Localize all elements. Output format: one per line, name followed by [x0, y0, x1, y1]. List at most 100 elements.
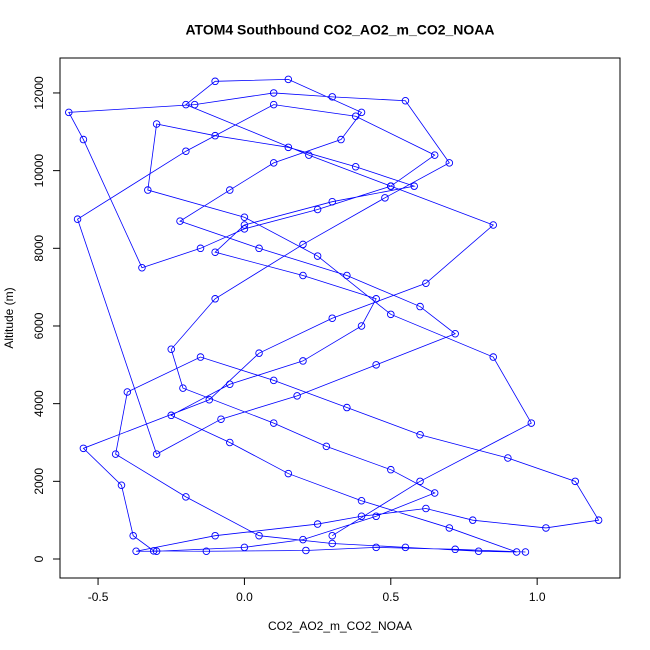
point	[372, 543, 380, 552]
point	[293, 392, 301, 400]
point	[144, 186, 152, 194]
point	[226, 186, 234, 194]
point	[284, 143, 293, 152]
point	[284, 75, 293, 84]
y-tick-label: 0	[32, 555, 46, 562]
point	[357, 322, 366, 330]
y-tick-label: 12000	[32, 76, 46, 110]
point	[445, 159, 454, 167]
point	[240, 213, 249, 221]
point	[269, 89, 278, 97]
point	[138, 263, 146, 272]
x-tick-label: 0.0	[236, 590, 253, 604]
point	[357, 497, 366, 505]
y-tick-label: 4000	[32, 390, 46, 417]
point	[73, 215, 82, 223]
point	[504, 454, 512, 462]
x-tick-label: -0.5	[88, 590, 109, 604]
point	[469, 516, 477, 524]
point	[211, 248, 219, 256]
point	[179, 384, 187, 392]
point	[445, 524, 454, 532]
point	[269, 159, 278, 167]
point	[226, 438, 234, 447]
point	[226, 380, 234, 388]
point	[372, 361, 380, 369]
point	[149, 547, 158, 555]
point	[416, 477, 424, 486]
point	[328, 197, 336, 206]
point	[328, 539, 336, 548]
point	[167, 345, 175, 354]
y-tick-label: 8000	[32, 235, 46, 262]
point	[401, 543, 410, 552]
point	[416, 302, 424, 311]
point	[451, 329, 459, 338]
point	[196, 353, 205, 361]
point	[152, 450, 161, 458]
point	[182, 493, 190, 501]
point	[343, 403, 351, 412]
point	[474, 547, 483, 555]
point	[401, 96, 410, 105]
point	[240, 221, 249, 229]
point	[269, 376, 278, 385]
point	[211, 131, 219, 140]
point	[123, 388, 132, 396]
point	[337, 135, 345, 144]
y-axis-label: Altitude (m)	[2, 287, 16, 348]
point	[542, 524, 550, 532]
point	[410, 182, 418, 190]
point	[313, 205, 322, 214]
y-tick-label: 10000	[32, 154, 46, 188]
point	[422, 504, 430, 513]
point	[313, 520, 322, 528]
point	[351, 112, 360, 121]
point	[357, 512, 366, 521]
point	[357, 108, 366, 117]
point	[176, 217, 184, 225]
point	[451, 545, 459, 554]
plot-frame	[59, 57, 621, 579]
point	[129, 531, 137, 540]
point	[430, 489, 439, 497]
point	[322, 442, 331, 451]
point	[328, 314, 336, 322]
point	[255, 349, 263, 357]
point	[299, 357, 307, 365]
point	[328, 531, 336, 540]
point	[328, 93, 336, 101]
point	[182, 100, 190, 109]
x-tick-label: 1.0	[529, 590, 546, 604]
point	[79, 444, 88, 453]
point	[79, 135, 88, 144]
point	[489, 221, 497, 229]
point	[372, 295, 380, 303]
point	[152, 547, 161, 555]
point	[117, 481, 126, 489]
y-tick-label: 6000	[32, 312, 46, 339]
point	[594, 516, 603, 524]
y-tick-label: 2000	[32, 468, 46, 495]
chart-title: ATOM4 Southbound CO2_AO2_m_CO2_NOAA	[185, 22, 494, 38]
point	[240, 225, 249, 233]
point	[387, 182, 395, 190]
point	[387, 465, 395, 474]
point	[217, 415, 225, 423]
point	[305, 151, 313, 159]
point	[152, 120, 161, 128]
point	[205, 396, 214, 404]
point	[343, 271, 351, 280]
x-axis-label: CO2_AO2_m_CO2_NOAA	[268, 619, 412, 633]
point	[255, 531, 263, 540]
point	[167, 411, 175, 420]
point	[255, 244, 263, 253]
point	[302, 546, 310, 555]
point	[190, 100, 199, 109]
point	[489, 353, 497, 361]
point	[299, 271, 307, 280]
point	[211, 77, 219, 86]
point	[512, 548, 521, 556]
